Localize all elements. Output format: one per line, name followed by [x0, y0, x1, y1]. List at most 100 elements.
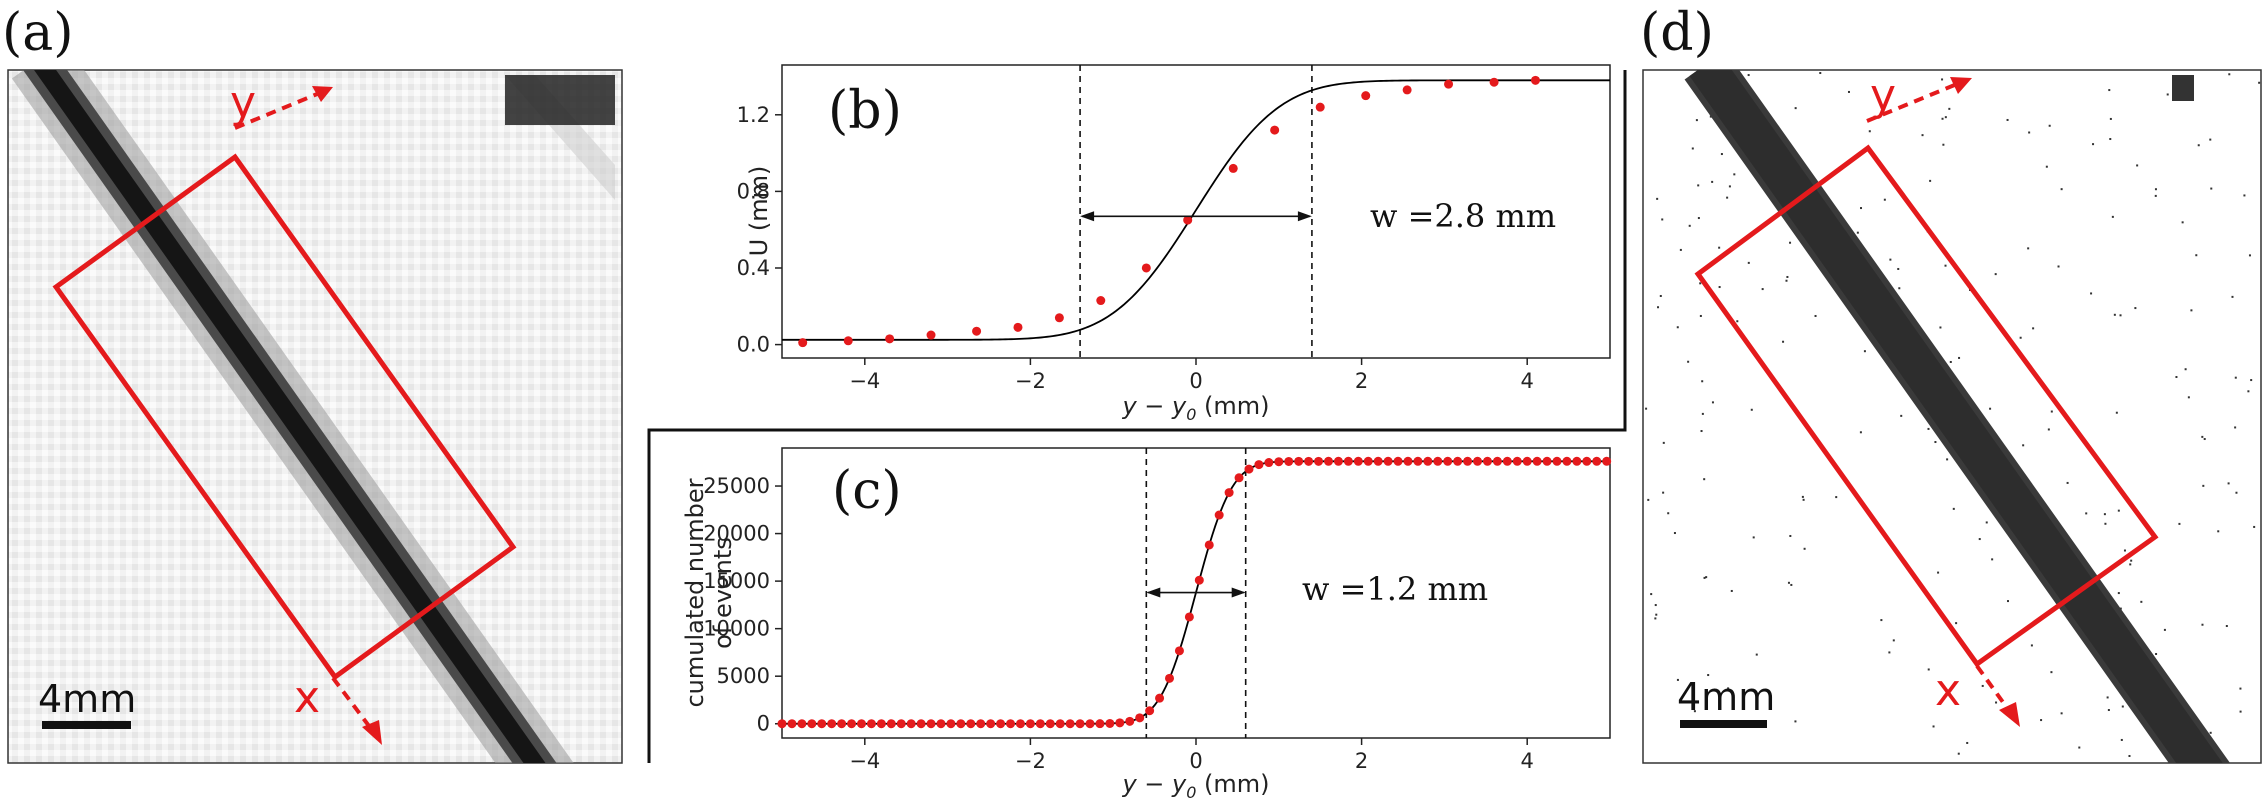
chart-b-ylabel: U (mm): [745, 166, 773, 257]
speckle: [1699, 282, 1702, 285]
data-point: [1214, 510, 1224, 520]
speckle: [1650, 593, 1653, 596]
speckle: [1942, 143, 1945, 146]
data-point: [1433, 456, 1443, 466]
panel-d-label: (d): [1640, 3, 1714, 63]
data-point: [1145, 706, 1155, 716]
speckle: [2234, 376, 2237, 379]
data-point: [1323, 456, 1333, 466]
data-point: [1482, 456, 1492, 466]
speckle: [2022, 444, 2025, 447]
speckle: [1835, 496, 1838, 499]
speckle: [2184, 368, 2187, 371]
speckle: [1856, 231, 1859, 234]
speckle: [1957, 752, 1960, 755]
speckle: [1736, 320, 1739, 323]
speckle: [1900, 414, 1903, 417]
chart-b-fit-line: [782, 79, 1610, 341]
speckle: [2123, 549, 2126, 552]
speckle: [1700, 430, 1703, 433]
data-point: [1592, 456, 1602, 466]
data-point: [966, 719, 976, 729]
speckle: [1929, 179, 1932, 182]
speckle: [2203, 438, 2206, 441]
speckle: [1747, 261, 1750, 264]
data-point: [1045, 719, 1055, 729]
speckle: [1750, 408, 1753, 411]
speckle: [1863, 350, 1866, 353]
data-point: [1264, 458, 1274, 468]
speckle: [1897, 267, 1900, 270]
data-point: [1125, 716, 1135, 726]
chart-b-annotation: w =2.8 mm: [1370, 197, 1556, 235]
speckle: [1711, 180, 1714, 183]
speckle: [2111, 215, 2114, 218]
data-point: [1473, 456, 1483, 466]
data-point: [1105, 718, 1115, 728]
speckle: [2103, 513, 2106, 516]
speckle: [2201, 435, 2204, 438]
speckle: [2030, 644, 2033, 647]
chart-c-vlines: [1145, 448, 1247, 738]
speckle: [1747, 74, 1750, 77]
x-tick-label: −4: [849, 749, 880, 773]
speckle: [2047, 428, 2050, 431]
speckle: [2228, 73, 2231, 76]
y-tick-label: 0.0: [737, 333, 770, 357]
speckle: [2235, 491, 2238, 494]
speckle: [2154, 194, 2157, 197]
speckle: [2210, 187, 2213, 190]
data-point: [1552, 456, 1562, 466]
speckle: [2190, 309, 2193, 312]
speckle: [1939, 326, 1942, 329]
speckle: [1656, 197, 1659, 200]
speckle: [1697, 184, 1700, 187]
panel-d-scalebar-label: 4mm: [1677, 675, 1775, 719]
speckle: [2019, 336, 2022, 339]
speckle: [1789, 534, 1792, 537]
speckle: [1693, 710, 1696, 713]
speckle: [2234, 426, 2237, 429]
speckle: [1948, 107, 1951, 110]
data-point: [1423, 456, 1433, 466]
data-point: [1542, 456, 1552, 466]
data-point: [1274, 457, 1284, 467]
speckle: [1794, 720, 1797, 723]
speckle: [1944, 264, 1947, 267]
speckle: [2104, 522, 2107, 525]
x-tick-label: −2: [1015, 749, 1046, 773]
speckle: [1730, 589, 1733, 592]
speckle: [2090, 292, 2093, 295]
speckle: [1697, 217, 1700, 220]
speckle: [2060, 188, 2063, 191]
speckle: [1720, 153, 1723, 156]
data-point: [1393, 456, 1403, 466]
speckle: [1761, 288, 1764, 291]
speckle: [2136, 164, 2139, 167]
data-point: [1333, 456, 1343, 466]
chart-c-panel-label: (c): [832, 461, 902, 521]
x-tick-label: −4: [849, 369, 880, 393]
speckle: [1802, 498, 1805, 501]
speckle: [1790, 583, 1793, 586]
speckle: [2106, 696, 2109, 699]
speckle: [1966, 741, 1969, 744]
speckle: [1726, 196, 1729, 199]
speckle: [1707, 674, 1710, 677]
speckle: [2166, 93, 2169, 96]
y-tick-label: 15000: [703, 569, 770, 593]
data-point: [1530, 75, 1540, 85]
data-point: [1155, 693, 1165, 703]
data-point: [1165, 673, 1175, 683]
data-point: [1353, 456, 1363, 466]
data-point: [976, 719, 986, 729]
panel-a-scalebar: [42, 721, 131, 729]
speckle: [1727, 687, 1730, 690]
data-point: [936, 719, 946, 729]
data-point: [1489, 77, 1499, 87]
speckle: [1662, 441, 1665, 444]
data-point: [1413, 456, 1423, 466]
chart-c-width-arrow: [1146, 587, 1246, 598]
speckle: [1789, 241, 1792, 244]
